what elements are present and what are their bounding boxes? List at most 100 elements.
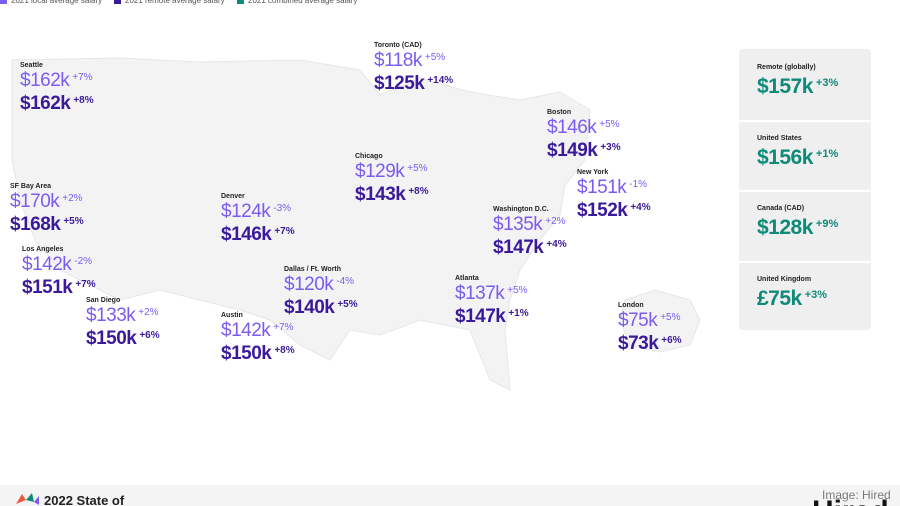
- local-value: $129k: [355, 161, 405, 182]
- city-label: Chicago $129k +5% $143k +8%: [355, 153, 429, 206]
- region-name: Remote (globally): [757, 64, 816, 71]
- city-label: Toronto (CAD) $118k +5% $125k +14%: [374, 42, 453, 95]
- combined-change: +3%: [804, 288, 828, 301]
- legend-swatch: [114, 0, 121, 4]
- local-change: +5%: [660, 312, 681, 323]
- local-value: $120k: [284, 274, 334, 295]
- local-value: $118k: [374, 50, 422, 71]
- remote-salary: $73k +6%: [618, 333, 682, 355]
- local-salary: $133k +2%: [86, 305, 160, 327]
- remote-value: $162k: [20, 93, 71, 114]
- local-change: +7%: [72, 72, 93, 83]
- local-change: +2%: [545, 216, 566, 227]
- city-name: Boston: [547, 109, 572, 116]
- city-name: Atlanta: [455, 275, 479, 282]
- remote-value: $143k: [355, 184, 406, 205]
- panel-divider: [739, 190, 871, 192]
- city-label: San Diego $133k +2% $150k +6%: [86, 297, 160, 350]
- city-label: Boston $146k +5% $149k +3%: [547, 109, 621, 162]
- remote-salary: $152k +4%: [577, 200, 651, 222]
- legend-item: 2021 remote average salary: [114, 0, 225, 5]
- local-salary: $137k +5%: [455, 283, 529, 305]
- region-name: United Kingdom: [757, 275, 812, 283]
- remote-change: +4%: [546, 239, 567, 250]
- remote-salary: $140k +5%: [284, 297, 358, 319]
- local-salary: $151k -1%: [577, 177, 651, 199]
- remote-value: $152k: [577, 200, 628, 221]
- combined-entry: Canada (CAD) $128k +9%: [757, 205, 838, 240]
- legend-item: 2021 combined average salary: [237, 0, 357, 5]
- local-salary: $142k +7%: [221, 320, 295, 342]
- remote-value: $140k: [284, 297, 335, 318]
- region-name: Canada (CAD): [757, 205, 805, 212]
- legend-item: 2021 local average salary: [0, 0, 102, 5]
- local-value: $133k: [86, 305, 136, 326]
- local-change: -3%: [273, 203, 292, 214]
- city-name: New York: [577, 169, 609, 176]
- city-name: Los Angeles: [22, 246, 64, 253]
- remote-salary: $146k +7%: [221, 224, 295, 246]
- city-name: London: [618, 302, 644, 309]
- local-salary: $120k -4%: [284, 274, 358, 296]
- city-name: SF Bay Area: [10, 183, 51, 190]
- remote-change: +6%: [139, 330, 160, 341]
- city-name: San Diego: [86, 297, 121, 304]
- uk-map: [619, 289, 701, 353]
- legend-label: 2021 local average salary: [11, 0, 103, 5]
- combined-change: +1%: [815, 147, 839, 160]
- combined-change: +9%: [815, 218, 839, 230]
- city-label: SF Bay Area $170k +2% $168k +5%: [10, 183, 84, 236]
- local-value: $75k: [618, 310, 658, 331]
- combined-value: $157k: [757, 75, 813, 98]
- remote-change: +8%: [73, 95, 94, 106]
- report-title: 2022 State of: [44, 493, 125, 506]
- combined-value: $156k: [757, 145, 813, 169]
- remote-value: $149k: [547, 140, 598, 161]
- combined-value: £75k: [757, 286, 802, 310]
- remote-change: +6%: [661, 335, 682, 346]
- local-salary: $129k +5%: [355, 161, 429, 183]
- remote-value: $73k: [618, 333, 659, 354]
- panel-divider: [739, 119, 871, 122]
- image-credit: Image: Hired: [822, 488, 891, 502]
- city-name: Dallas / Ft. Worth: [284, 266, 342, 273]
- legend-label: 2021 combined average salary: [248, 0, 358, 5]
- combined-salary: $128k +9%: [757, 216, 838, 240]
- local-salary: $146k +5%: [547, 117, 621, 139]
- remote-salary: $147k +4%: [493, 237, 567, 259]
- remote-salary: $150k +6%: [86, 328, 160, 350]
- remote-salary: $151k +7%: [22, 277, 96, 299]
- region-name: United States: [757, 134, 802, 142]
- remote-value: $168k: [10, 214, 61, 235]
- city-label: Atlanta $137k +5% $147k +1%: [455, 275, 529, 328]
- remote-salary: $125k +14%: [374, 73, 453, 95]
- local-value: $142k: [221, 320, 271, 341]
- city-label: Washington D.C. $135k +2% $147k +4%: [493, 206, 567, 259]
- remote-change: +5%: [63, 216, 84, 227]
- combined-entry: United Kingdom £75k +3%: [757, 276, 827, 311]
- city-label: London $75k +5% $73k +6%: [618, 302, 682, 355]
- local-change: +5%: [507, 285, 528, 296]
- local-change: +5%: [407, 163, 428, 174]
- remote-value: $147k: [493, 237, 544, 258]
- combined-salary: $157k +3%: [757, 75, 838, 99]
- brand-logo: Hired: [812, 495, 889, 506]
- city-label: Denver $124k -3% $146k +7%: [221, 193, 295, 246]
- local-change: +5%: [599, 119, 620, 130]
- remote-value: $146k: [221, 224, 272, 245]
- remote-value: $125k: [374, 73, 425, 94]
- combined-salary: £75k +3%: [757, 287, 827, 311]
- us-map: [11, 57, 591, 391]
- combined-entry: Remote (globally) $157k +3%: [757, 64, 838, 99]
- city-name: Austin: [221, 312, 243, 319]
- city-label: Seattle $162k +7% $162k +8%: [20, 62, 94, 115]
- local-value: $170k: [10, 191, 60, 212]
- local-value: $162k: [20, 70, 70, 91]
- remote-change: +5%: [337, 299, 358, 310]
- remote-salary: $168k +5%: [10, 214, 84, 236]
- remote-change: +7%: [274, 226, 295, 237]
- city-label: Los Angeles $142k -2% $151k +7%: [22, 246, 96, 299]
- remote-value: $150k: [221, 343, 272, 364]
